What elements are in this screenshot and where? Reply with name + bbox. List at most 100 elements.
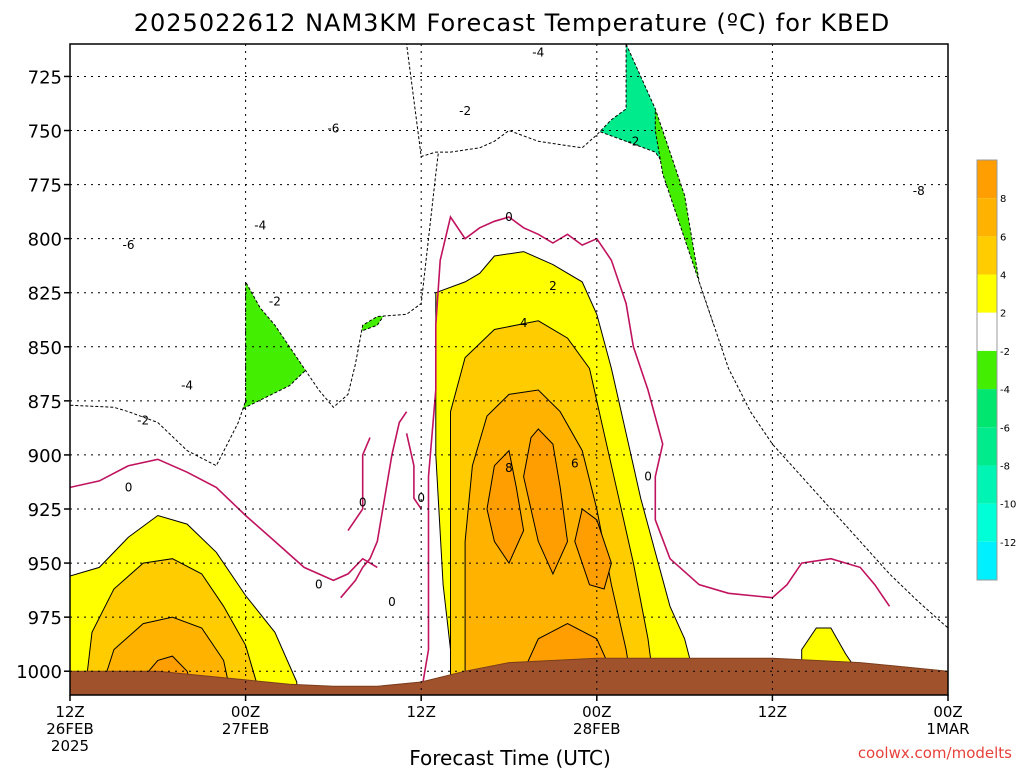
colorbar: 8 6 4 2 -2 -4 -6 -8 -10 -12 xyxy=(976,159,1016,581)
x-tick-label: 27FEB xyxy=(222,720,269,738)
contour-label-text: -2 xyxy=(627,134,639,148)
y-tick-label: 850 xyxy=(28,338,62,359)
temp-region-9 xyxy=(625,44,948,629)
colorbar-bin-10 xyxy=(977,541,997,580)
chart-title: 2025022612 NAM3KM Forecast Temperature (… xyxy=(134,9,890,37)
contour-label-16: 0 xyxy=(315,578,323,592)
contour-label-3: -2 xyxy=(627,134,639,148)
contour-label-text: -2 xyxy=(137,413,149,427)
colorbar-label: 2 xyxy=(1000,309,1006,320)
contour-label-text: -4 xyxy=(181,379,193,393)
y-tick-label: 900 xyxy=(28,446,62,467)
contour-label-2: -2 xyxy=(459,104,471,118)
x-tick-label: 2025 xyxy=(51,737,89,755)
colorbar-label: -10 xyxy=(1000,500,1016,511)
colorbar-bin-8 xyxy=(977,465,997,504)
contour-label-text: 6 xyxy=(571,457,579,471)
colorbar-bin-7 xyxy=(977,427,997,466)
plot-frame xyxy=(69,43,949,696)
contour-label-text: 0 xyxy=(417,491,425,505)
contour-label-18: 0 xyxy=(644,470,652,484)
colorbar-label: -4 xyxy=(1000,385,1010,396)
contour-label-text: -8 xyxy=(913,184,925,198)
freezing-line-4 xyxy=(347,437,371,532)
contour-label-text: -6 xyxy=(123,238,135,252)
x-tick-label: 00Z xyxy=(933,703,962,721)
contour-label-20: 8 xyxy=(505,461,513,475)
y-tick-label: 750 xyxy=(28,122,62,143)
contour-label-text: -4 xyxy=(532,46,544,60)
contour-label-13: 0 xyxy=(125,480,133,494)
y-tick-label: 925 xyxy=(28,500,62,521)
y-tick-label: 825 xyxy=(28,284,62,305)
x-tick-label: 00Z xyxy=(582,703,611,721)
contour-label-8: 2 xyxy=(549,279,557,293)
x-tick-label: 1MAR xyxy=(926,720,969,738)
colorbar-bin-2 xyxy=(977,236,997,275)
contour-label-text: 4 xyxy=(520,316,528,330)
freezing-line-2 xyxy=(340,411,408,599)
colorbar-label: -8 xyxy=(1000,461,1010,472)
contour-label-text: 0 xyxy=(505,210,513,224)
x-tick-label: 00Z xyxy=(231,703,260,721)
contour-label-19: 6 xyxy=(571,457,579,471)
x-axis-label: Forecast Time (UTC) xyxy=(409,746,611,768)
colorbar-label: -12 xyxy=(1000,538,1016,549)
contour-label-text: 0 xyxy=(644,470,652,484)
y-tick-label: 1000 xyxy=(16,662,62,683)
contour-label-6: -2 xyxy=(269,294,281,308)
colorbar-label: -6 xyxy=(1000,423,1010,434)
y-tick-label: 725 xyxy=(28,67,62,88)
contour-label-text: 8 xyxy=(505,461,513,475)
colorbar-label: 4 xyxy=(1000,271,1006,282)
contour-label-14: 0 xyxy=(359,496,367,510)
contour-label-17: 0 xyxy=(388,595,396,609)
contour-label-text: 0 xyxy=(125,480,133,494)
x-tick-label: 28FEB xyxy=(573,720,620,738)
contour-label-text: -2 xyxy=(269,294,281,308)
freezing-line-0 xyxy=(70,458,378,582)
colorbar-label: 8 xyxy=(1000,194,1006,205)
y-tick-label: 950 xyxy=(28,554,62,575)
plot-area: -4 -6 -2 -2 -6 -4 -2 0 2 4 -4 -2 -8 0 0 0 0 0 0 6 8 xyxy=(70,44,948,695)
contour-label-text: -6 xyxy=(327,121,339,135)
axes: 725750775800825850875900925950975100012Z… xyxy=(16,67,969,755)
y-tick-label: 800 xyxy=(28,230,62,251)
contour-label-text: -4 xyxy=(254,219,266,233)
credit-text: coolwx.com/modelts xyxy=(858,744,1012,762)
colorbar-bin-9 xyxy=(977,503,997,542)
temp-region-19 xyxy=(523,428,569,576)
y-tick-label: 775 xyxy=(28,176,62,197)
contour-label-text: 2 xyxy=(549,279,557,293)
contour-label-12: -8 xyxy=(913,184,925,198)
contour-label-10: -4 xyxy=(181,379,193,393)
contour-label-text: 0 xyxy=(315,578,323,592)
y-tick-label: 875 xyxy=(28,392,62,413)
colorbar-label: 6 xyxy=(1000,232,1006,243)
contour-label-text: 0 xyxy=(359,496,367,510)
freezing-line-3 xyxy=(405,433,422,510)
contour-label-15: 0 xyxy=(417,491,425,505)
colorbar-frame xyxy=(976,159,998,581)
colorbar-bin-3 xyxy=(977,274,997,313)
temp-region-8 xyxy=(70,44,481,467)
contour-label-7: 0 xyxy=(505,210,513,224)
contour-label-text: -2 xyxy=(459,104,471,118)
x-tick-label: 26FEB xyxy=(46,720,93,738)
colorbar-bin-0 xyxy=(977,160,997,199)
colorbar-bin-6 xyxy=(977,389,997,428)
x-tick-label: 12Z xyxy=(55,703,84,721)
colorbar-bin-5 xyxy=(977,350,997,390)
contour-label-0: -4 xyxy=(532,46,544,60)
colorbar-bin-4 xyxy=(977,312,997,351)
y-tick-label: 975 xyxy=(28,608,62,629)
colorbar-bin-1 xyxy=(977,198,997,237)
contour-label-4: -6 xyxy=(123,238,135,252)
contour-label-9: 4 xyxy=(520,316,528,330)
temp-region-10 xyxy=(406,44,627,158)
x-tick-label: 12Z xyxy=(758,703,787,721)
x-tick-label: 12Z xyxy=(407,703,436,721)
contour-label-text: 0 xyxy=(388,595,396,609)
contour-label-1: -6 xyxy=(327,121,339,135)
